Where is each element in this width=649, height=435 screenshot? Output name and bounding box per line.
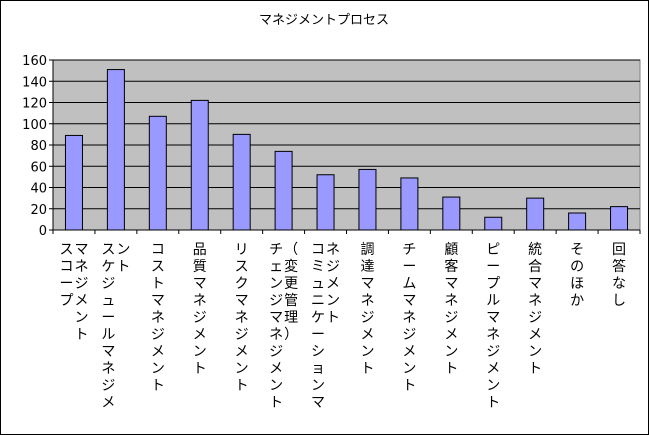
x-tick-label-line: コストマネジメント <box>151 242 165 394</box>
x-tick-label: 顧客マネジメント <box>444 242 458 377</box>
bar <box>274 150 293 231</box>
x-tick-label-line: スケジュールマネジメ <box>101 242 115 411</box>
x-tick-label-line: 統合マネジメント <box>528 242 542 377</box>
x-tick-label-line: ント <box>116 242 130 275</box>
x-tick-label: チームマネジメント <box>402 242 416 394</box>
x-tick-label-line: リスクマネジメント <box>235 242 249 394</box>
y-tick-label: 20 <box>30 203 47 218</box>
x-axis-ticks <box>52 230 641 234</box>
x-tick-label: 調達マネジメント <box>360 242 374 377</box>
bar <box>568 212 587 231</box>
x-tick-label-line: 顧客マネジメント <box>444 242 458 377</box>
y-axis: 0 20 40 60 80 100 120 140 160 <box>22 54 54 239</box>
y-tick-label: 120 <box>22 97 47 112</box>
bar <box>232 133 251 231</box>
y-tick-label: 160 <box>22 54 47 69</box>
chart-title: マネジメントプロセス <box>259 13 389 28</box>
x-tick-label-line: コミュニケーションマ <box>311 242 325 411</box>
x-tick-label: そのほか <box>570 242 584 309</box>
y-tick-label: 100 <box>22 118 47 133</box>
bar <box>358 168 377 231</box>
x-tick-label-line: ピープルマネジメント <box>486 242 500 411</box>
x-tick-label: コストマネジメント <box>151 242 165 394</box>
x-tick-label-line: チェンジマネジメント <box>269 242 283 411</box>
x-tick-label-line: 品質マネジメント <box>193 242 207 377</box>
x-tick-label: 回答なし <box>612 242 626 309</box>
x-tick-label-line: 調達マネジメント <box>360 242 374 377</box>
y-tick-label: 80 <box>30 139 47 154</box>
bar <box>610 206 629 231</box>
y-tick-label: 0 <box>39 224 47 239</box>
x-tick-label-line: （変更管理） <box>284 242 298 343</box>
bar <box>190 99 209 231</box>
x-tick-label: ピープルマネジメント <box>486 242 500 411</box>
bar <box>442 196 461 231</box>
x-tick-label-line: チームマネジメント <box>402 242 416 394</box>
x-tick-label-line: ネジメント <box>326 242 340 326</box>
x-tick-label: リスクマネジメント <box>235 242 249 394</box>
x-tick-label: 品質マネジメント <box>193 242 207 377</box>
bar <box>316 174 335 231</box>
y-tick-label: 140 <box>22 75 47 90</box>
bar <box>400 177 419 231</box>
bar <box>148 115 167 231</box>
x-tick-label-line: マネジメント <box>74 242 88 343</box>
x-tick-label-line: そのほか <box>570 242 584 309</box>
bar <box>526 197 545 231</box>
bar <box>64 134 83 231</box>
y-tick-label: 40 <box>30 182 47 197</box>
bar <box>106 69 125 231</box>
x-tick-label: チェンジマネジメント（変更管理） <box>269 242 298 411</box>
bars <box>64 69 629 231</box>
y-tick-label: 60 <box>30 160 47 175</box>
x-tick-label: 統合マネジメント <box>528 242 542 377</box>
x-tick-label-line: 回答なし <box>612 242 626 309</box>
x-tick-label-line: スコープ <box>59 242 73 309</box>
bar <box>484 216 503 231</box>
